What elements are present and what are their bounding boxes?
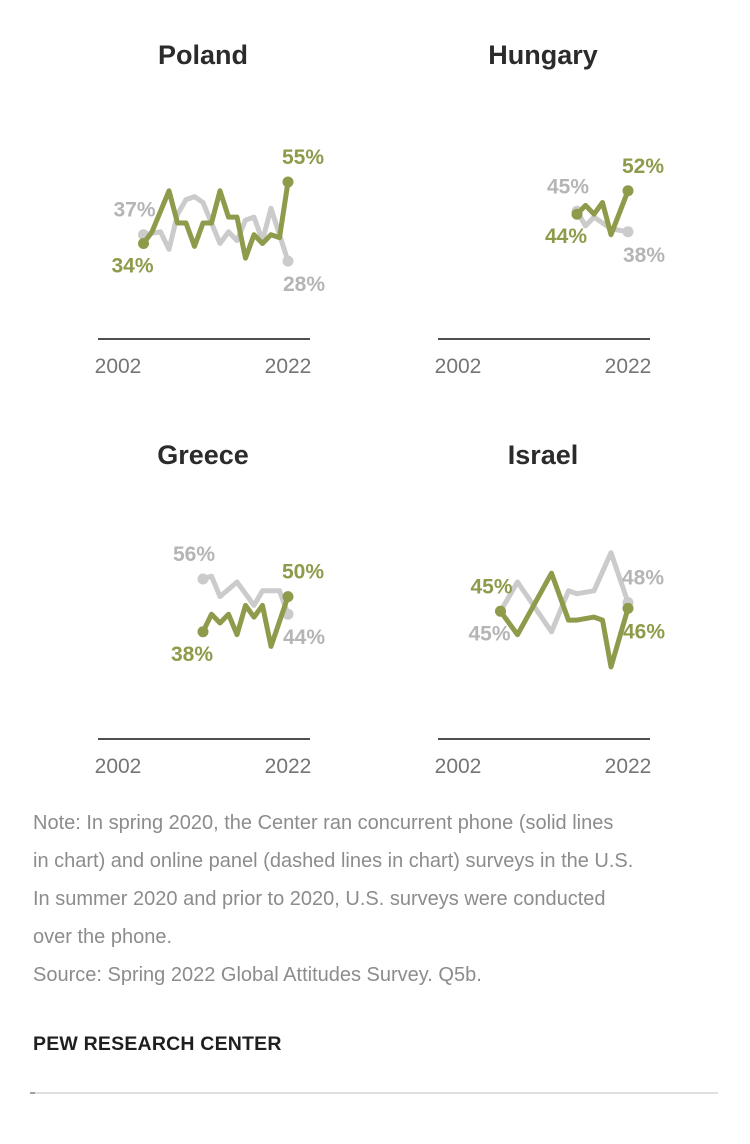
series-line-gray xyxy=(498,550,631,635)
value-label: 50% xyxy=(282,561,324,584)
series-line-gray xyxy=(574,208,631,235)
divider-left-nub xyxy=(30,1092,35,1094)
x-tick-label: 2022 xyxy=(605,355,652,378)
endpoint-dot xyxy=(138,238,149,249)
value-label: 56% xyxy=(173,543,215,566)
x-tick-label: 2002 xyxy=(95,355,142,378)
x-tick-label: 2022 xyxy=(605,755,652,778)
x-tick-label: 2022 xyxy=(265,755,312,778)
endpoint-dot xyxy=(622,602,634,614)
note-line: over the phone. xyxy=(33,926,172,948)
source-text: Source: Spring 2022 Global Attitudes Sur… xyxy=(33,964,482,986)
note-line: Note: In spring 2020, the Center ran con… xyxy=(33,812,614,834)
chart-panel-poland: Poland 2002 2022 37% 28% 34% 55% xyxy=(33,10,373,410)
panel-title: Israel xyxy=(508,440,579,470)
value-label: 28% xyxy=(283,273,325,296)
chart-svg-greece: Greece 2002 2022 56% 44% 38% 50% xyxy=(95,440,326,778)
series-line-green xyxy=(141,179,291,261)
charts-grid: Poland 2002 2022 37% 28% 34% 55% Hungary 2002 202… xyxy=(33,10,750,810)
series-line-green xyxy=(574,188,631,238)
bottom-divider xyxy=(30,1092,718,1094)
endpoint-dot xyxy=(622,185,634,197)
endpoint-dot xyxy=(622,226,634,238)
note-line: in chart) and online panel (dashed lines… xyxy=(33,850,634,872)
panel-title: Greece xyxy=(157,440,249,470)
x-tick-label: 2002 xyxy=(435,755,482,778)
value-label: 44% xyxy=(283,626,325,649)
value-label: 45% xyxy=(468,622,510,645)
endpoint-dot xyxy=(282,176,294,188)
series-line-gray xyxy=(141,194,291,264)
endpoint-dot xyxy=(571,208,583,220)
chart-panel-israel: Israel 2002 2022 45% 48% 45% 46% xyxy=(373,410,713,810)
value-label: 45% xyxy=(547,175,589,198)
chart-svg-hungary: Hungary 2002 2022 45% 38% 44% 52% xyxy=(435,40,666,378)
x-tick-label: 2002 xyxy=(435,355,482,378)
value-label: 44% xyxy=(545,225,587,248)
panel-title: Poland xyxy=(158,40,248,70)
value-label: 34% xyxy=(111,255,153,278)
value-label: 55% xyxy=(282,146,324,169)
series-line-green xyxy=(498,570,631,670)
endpoint-dot xyxy=(197,573,209,585)
value-label: 38% xyxy=(623,244,665,267)
value-label: 45% xyxy=(470,575,512,598)
footer-brand: PEW RESEARCH CENTER xyxy=(33,1033,282,1055)
value-label: 46% xyxy=(623,620,665,643)
note-line: In summer 2020 and prior to 2020, U.S. s… xyxy=(33,888,606,910)
endpoint-dot xyxy=(282,255,294,267)
series-line-gray xyxy=(200,573,291,617)
chart-panel-greece: Greece 2002 2022 56% 44% 38% 50% xyxy=(33,410,373,810)
series-line-green xyxy=(200,594,291,649)
note-text: Note: In spring 2020, the Center ran con… xyxy=(33,804,750,956)
value-label: 48% xyxy=(622,566,664,589)
x-tick-label: 2002 xyxy=(95,755,142,778)
endpoint-dot xyxy=(282,591,294,603)
value-label: 37% xyxy=(113,199,155,222)
chart-svg-poland: Poland 2002 2022 37% 28% 34% 55% xyxy=(95,40,326,378)
x-tick-label: 2022 xyxy=(265,355,312,378)
endpoint-dot xyxy=(197,626,209,638)
panel-title: Hungary xyxy=(488,40,598,70)
chart-svg-israel: Israel 2002 2022 45% 48% 45% 46% xyxy=(435,440,666,778)
value-label: 52% xyxy=(622,155,664,178)
chart-panel-hungary: Hungary 2002 2022 45% 38% 44% 52% xyxy=(373,10,713,410)
value-label: 38% xyxy=(171,643,213,666)
endpoint-dot xyxy=(495,605,506,617)
